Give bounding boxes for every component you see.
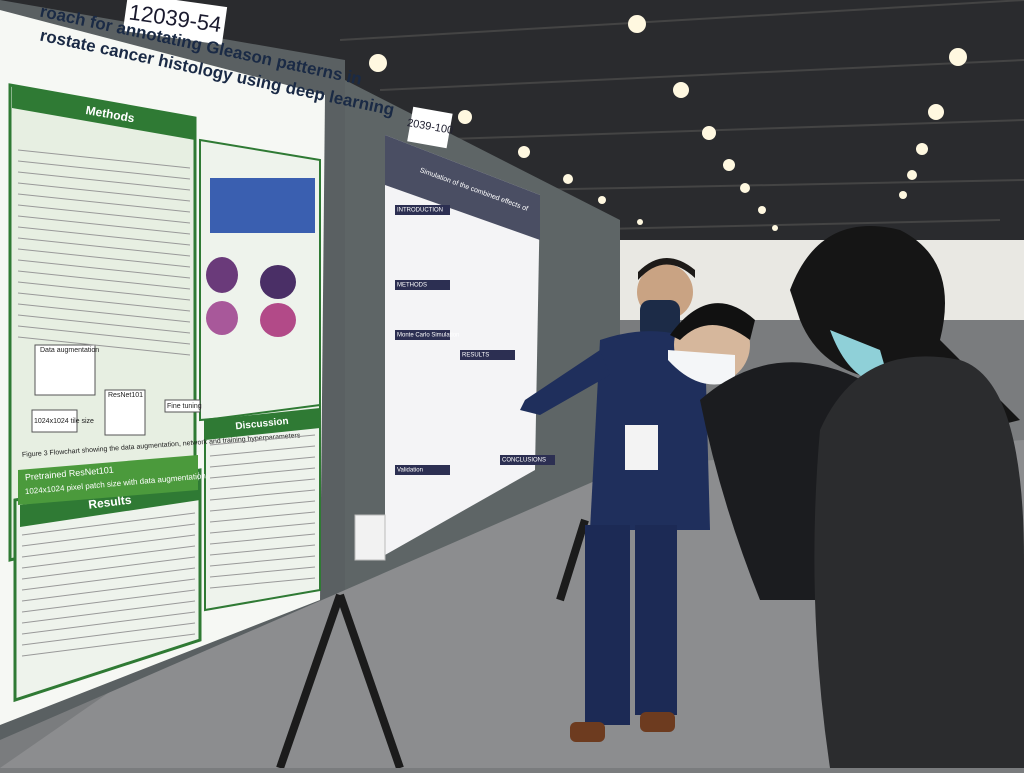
ceiling-lights	[369, 15, 967, 231]
poster-right-header: CONCLUSIONS	[502, 458, 546, 464]
text-line	[21, 534, 196, 558]
flow-label: 1024x1024 tile size	[34, 418, 94, 425]
cup	[354, 514, 386, 561]
attendee-woman	[790, 226, 1024, 768]
text-line	[17, 259, 191, 279]
text-line	[17, 215, 191, 235]
ceiling-trusses	[339, 0, 1024, 231]
text-line	[209, 522, 316, 534]
header-band	[395, 205, 450, 215]
text-line	[21, 611, 196, 635]
text-line	[17, 160, 191, 180]
poster-right	[385, 135, 540, 555]
text-line	[21, 512, 196, 536]
text-line	[209, 500, 316, 512]
text-line	[17, 314, 191, 334]
text-line	[21, 567, 196, 591]
text-line	[17, 182, 191, 202]
text-line	[209, 478, 316, 490]
text-line	[21, 600, 196, 624]
text-line	[17, 149, 191, 169]
discussion-header	[205, 408, 320, 440]
text-line	[21, 622, 196, 646]
text-line	[209, 533, 316, 545]
poster-right-header: INTRODUCTION	[397, 208, 443, 214]
text-line	[17, 204, 191, 224]
text-line	[209, 434, 316, 446]
text-line	[209, 577, 316, 589]
poster-right-header: Monte Carlo Simulation	[397, 333, 459, 339]
poster-right-headers: INTRODUCTION METHODS Monte Carlo Simulatio…	[395, 205, 555, 475]
text-line	[17, 171, 191, 191]
text-line	[21, 523, 196, 547]
text-line	[209, 489, 316, 501]
text-line	[209, 456, 316, 468]
flow-label: Data augmentation	[40, 347, 99, 354]
header-band	[395, 465, 450, 475]
text-line	[209, 511, 316, 523]
poster-text-lines	[17, 149, 316, 657]
text-line	[17, 270, 191, 290]
sign-right	[407, 106, 453, 149]
text-line	[21, 589, 196, 613]
methods-header	[12, 85, 195, 140]
text-line	[17, 226, 191, 246]
histology-images	[206, 178, 315, 337]
flow-label: ResNet101	[108, 392, 143, 399]
header-band	[500, 455, 555, 465]
text-line	[209, 555, 316, 567]
poster-right-header: METHODS	[397, 283, 427, 289]
presenter	[520, 257, 710, 742]
text-line	[17, 237, 191, 257]
back-wall	[560, 240, 1024, 320]
text-line	[21, 633, 196, 657]
text-line	[17, 336, 191, 356]
text-line	[21, 545, 196, 569]
text-line	[17, 281, 191, 301]
text-line	[17, 248, 191, 268]
flow-label: Fine tuning	[167, 403, 202, 410]
text-line	[17, 325, 191, 345]
text-line	[209, 445, 316, 457]
stand	[276, 518, 589, 770]
text-line	[209, 467, 316, 479]
text-line	[17, 193, 191, 213]
header-band	[395, 330, 450, 340]
sign-left	[122, 0, 228, 45]
header-band	[395, 280, 450, 290]
text-line	[209, 544, 316, 556]
text-line	[21, 578, 196, 602]
text-line	[21, 556, 196, 580]
bullet-box	[18, 455, 198, 505]
poster-right-header: RESULTS	[462, 353, 489, 359]
text-line	[17, 292, 191, 312]
poster-right-header: Validation	[397, 468, 423, 474]
header-band	[460, 350, 515, 360]
flowchart: Data augmentation ResNet101 Fine tuning …	[31, 344, 202, 436]
text-line	[209, 566, 316, 578]
poster-right-header	[385, 135, 540, 240]
text-line	[17, 303, 191, 323]
